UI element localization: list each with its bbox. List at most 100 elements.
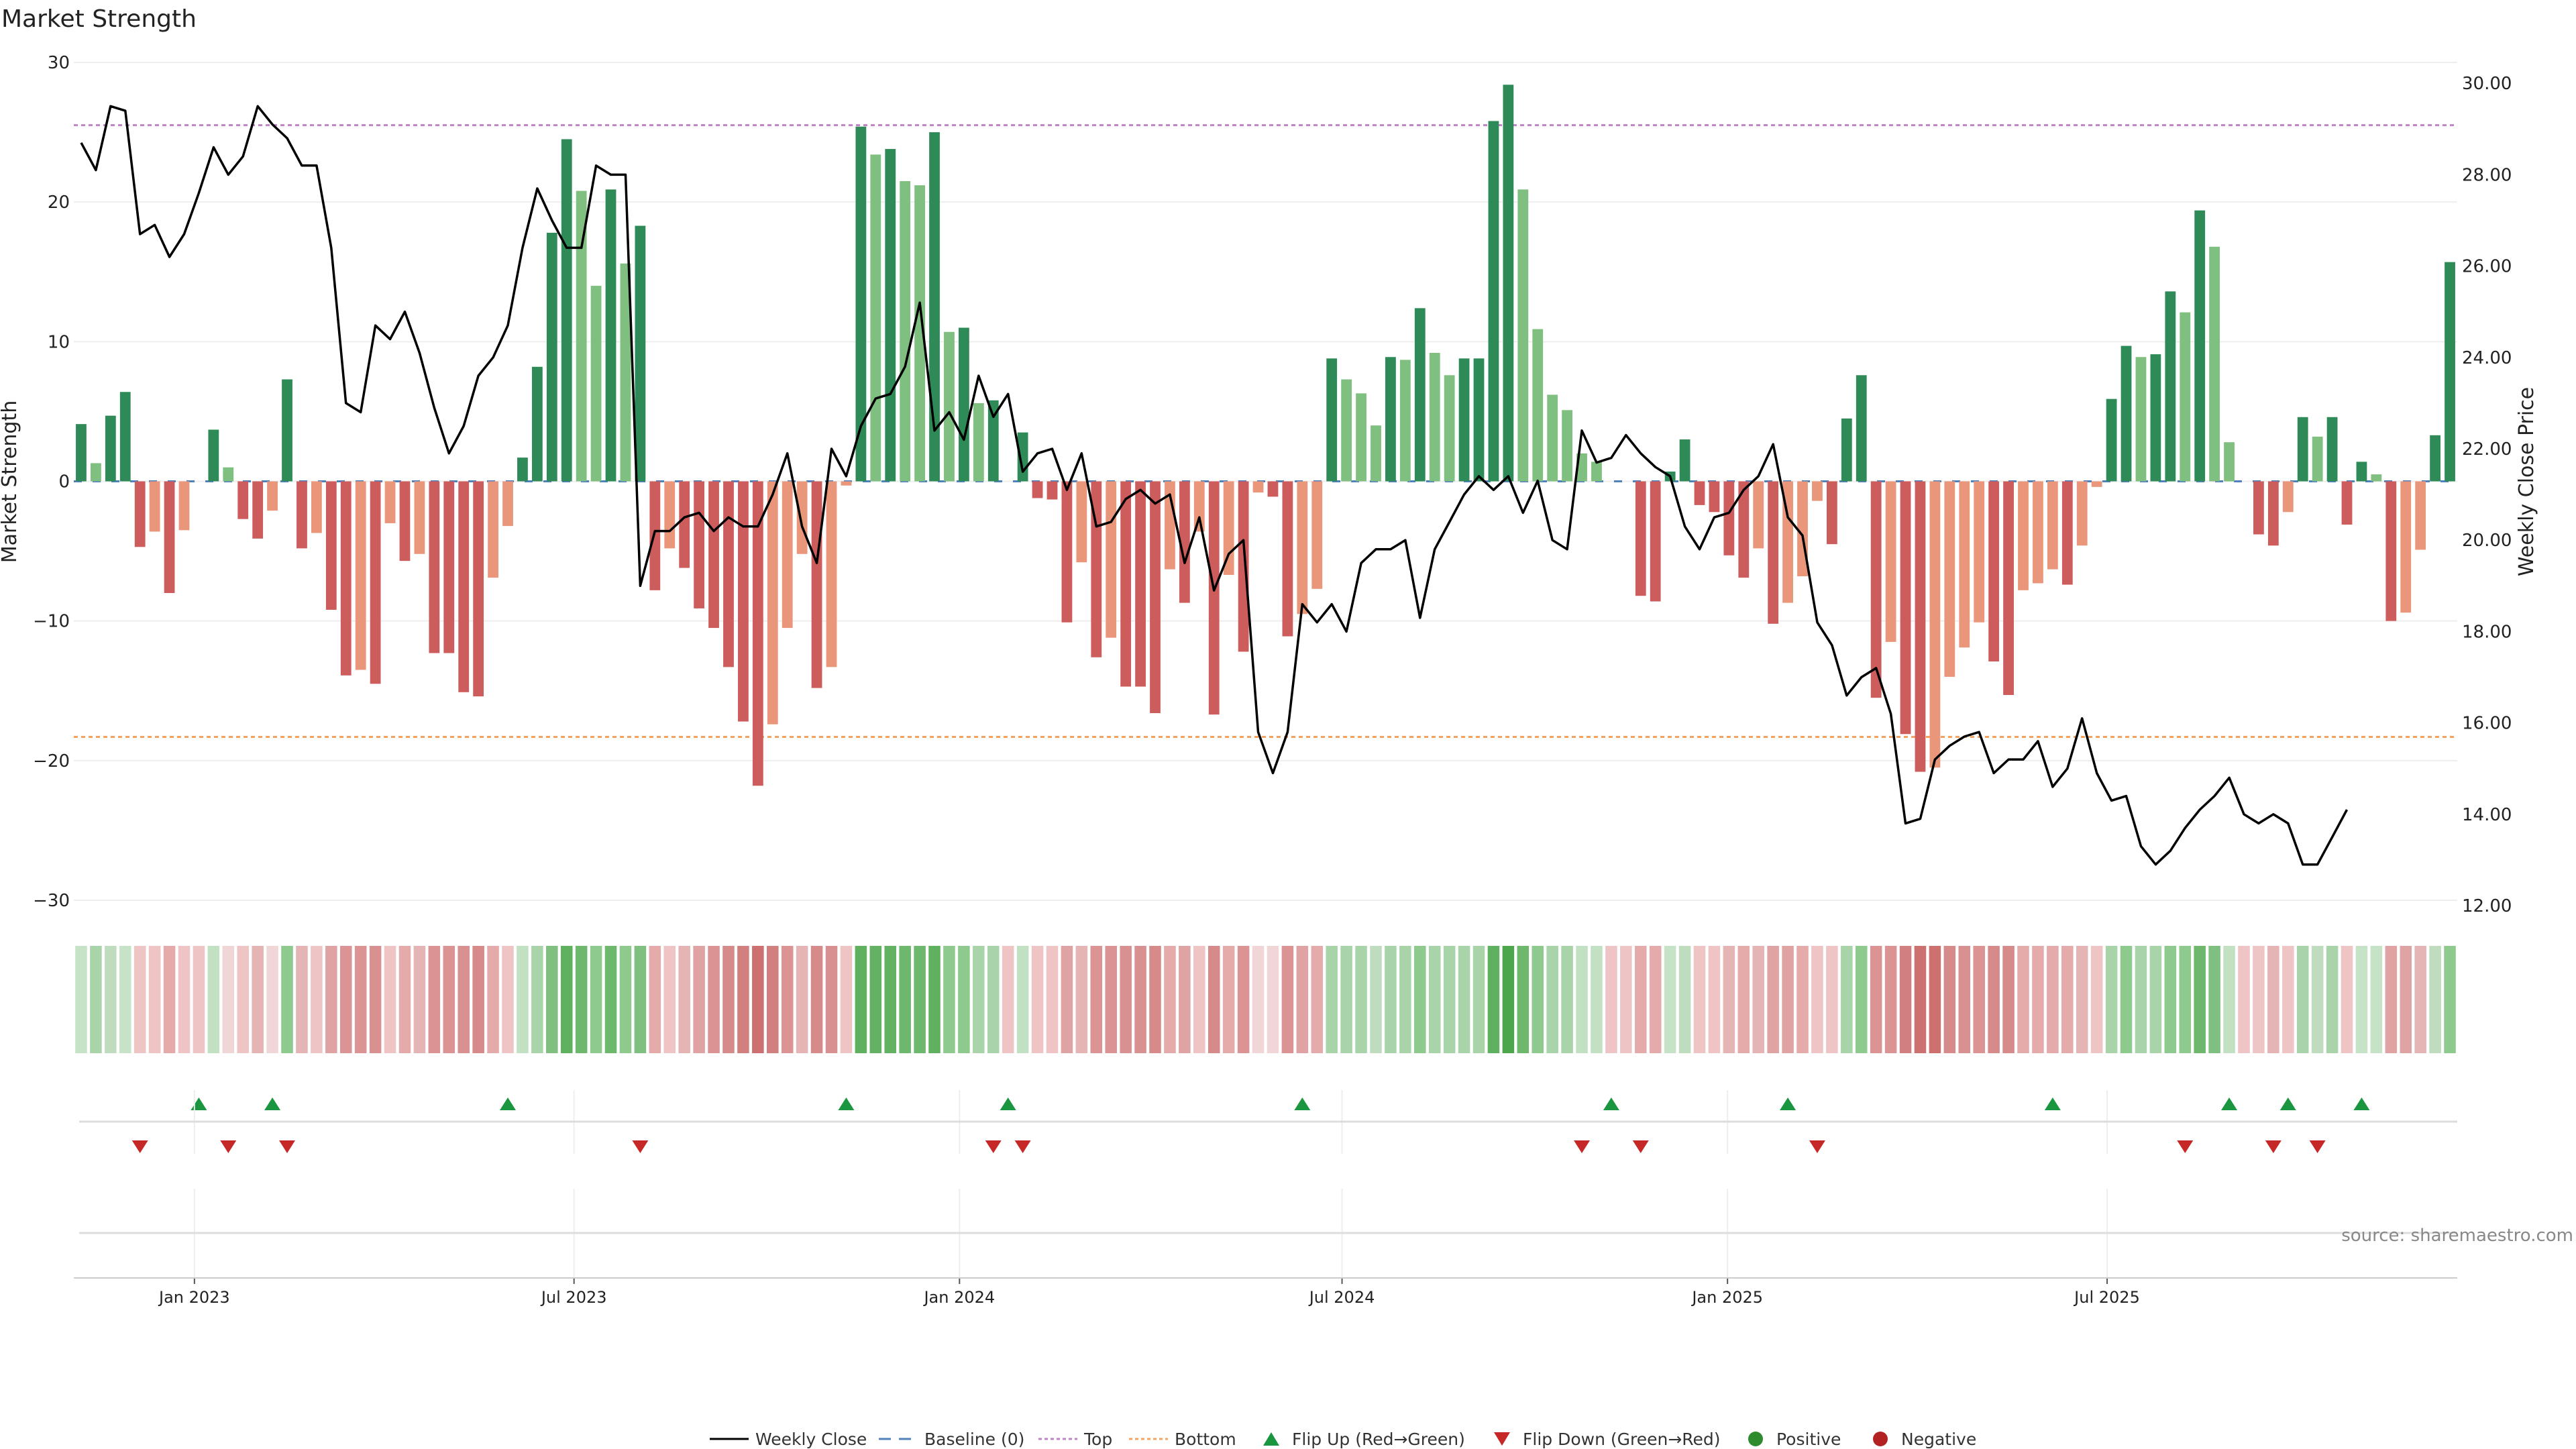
strength-bar — [620, 263, 631, 482]
strength-bar — [2282, 481, 2294, 513]
strength-bar — [1179, 481, 1190, 603]
strength-bar — [1444, 375, 1455, 482]
flip-up-marker — [2044, 1097, 2061, 1110]
heatmap-cell — [2061, 946, 2074, 1053]
right-tick-label: 22.00 — [2462, 439, 2512, 460]
heatmap-cell — [369, 946, 382, 1053]
heatmap-cell — [693, 946, 705, 1053]
flip-down-marker — [131, 1140, 148, 1153]
heatmap-cell — [1370, 946, 1382, 1053]
heatmap-cell — [2385, 946, 2398, 1053]
strength-bar — [855, 126, 867, 482]
flip-up-marker — [191, 1097, 207, 1110]
heatmap-cell — [767, 946, 779, 1053]
heatmap-cell — [737, 946, 749, 1053]
strength-bar — [723, 481, 734, 667]
strength-bar — [1812, 481, 1823, 501]
heatmap-cell — [252, 946, 264, 1053]
heatmap-cell — [2429, 946, 2441, 1053]
heatmap-cell — [531, 946, 543, 1053]
heatmap-cell — [2164, 946, 2177, 1053]
flip-up-marker — [2353, 1097, 2370, 1110]
strength-bar — [267, 481, 278, 511]
heatmap-cell — [163, 946, 176, 1053]
x-tick-label: Jan 2024 — [922, 1288, 995, 1307]
heatmap-cell — [502, 946, 514, 1053]
strength-bar — [1650, 481, 1661, 602]
heatmap-cell — [2149, 946, 2162, 1053]
x-tick-label: Jul 2024 — [1308, 1288, 1375, 1307]
reference-lines — [74, 124, 2457, 738]
strength-bar — [1473, 358, 1485, 482]
heatmap-cell — [443, 946, 455, 1053]
heatmap-cell — [1855, 946, 1868, 1053]
heatmap-cell — [1620, 946, 1632, 1053]
strength-bar — [1929, 481, 1941, 768]
heatmap-cell — [899, 946, 911, 1053]
strength-bar — [2267, 481, 2279, 546]
strength-bar — [502, 481, 513, 527]
strength-bar — [649, 481, 661, 590]
heatmap-cell — [987, 946, 1000, 1053]
heatmap-cell — [1222, 946, 1235, 1053]
strength-bar — [1944, 481, 1955, 677]
strength-bar — [1326, 358, 1338, 482]
strength-bar — [1635, 481, 1646, 596]
legend-swatch-negative — [1873, 1432, 1888, 1446]
strength-bar — [1076, 481, 1087, 563]
heatmap-cell — [825, 946, 838, 1053]
strength-bar — [1150, 481, 1161, 714]
strength-bar — [870, 154, 881, 482]
heatmap-cell — [458, 946, 470, 1053]
strength-bar — [1429, 352, 1440, 482]
strength-bar — [282, 379, 292, 482]
heatmap-cell — [2105, 946, 2118, 1053]
strength-bar — [2356, 462, 2367, 482]
heatmap-cell — [1179, 946, 1191, 1053]
strength-bar — [311, 481, 322, 533]
flip-down-marker — [632, 1140, 649, 1153]
strength-bar — [2047, 481, 2058, 570]
strength-bar — [1900, 481, 1911, 735]
strength-bar — [605, 189, 616, 482]
heatmap-cell — [2444, 946, 2456, 1053]
heatmap-cell — [604, 946, 617, 1053]
strength-bar — [1562, 410, 1573, 482]
strength-bar — [2061, 481, 2073, 585]
flip-down-marker — [1574, 1140, 1591, 1153]
heatmap-cell — [311, 946, 323, 1053]
strength-bar — [944, 331, 955, 482]
heatmap-cell — [1149, 946, 1161, 1053]
left-tick-label: −10 — [33, 612, 70, 632]
heatmap-cell — [1134, 946, 1146, 1053]
strength-bar — [297, 481, 307, 549]
strength-bar — [1768, 481, 1779, 624]
heatmap-cell — [1046, 946, 1059, 1053]
strength-bar — [1458, 358, 1470, 482]
flip-up-marker — [2279, 1097, 2296, 1110]
strength-bar — [1753, 481, 1764, 549]
heatmap-cell — [619, 946, 632, 1053]
heatmap-cell — [2208, 946, 2220, 1053]
right-y-axis: 30.00 28.00 26.00 24.00 22.00 20.00 18.00 16.00… — [2462, 74, 2512, 916]
heatmap-cell — [148, 946, 161, 1053]
heatmap-cell — [1532, 946, 1544, 1053]
flip-down-marker — [2309, 1140, 2326, 1153]
heatmap-cell — [1061, 946, 1073, 1053]
heatmap-cell — [354, 946, 367, 1053]
heatmap-cell — [1016, 946, 1029, 1053]
strength-bar — [1782, 481, 1793, 603]
flip-down-marker — [220, 1140, 237, 1153]
strength-bar — [1371, 425, 1381, 482]
heatmap-cell — [413, 946, 426, 1053]
heatmap-cell — [546, 946, 558, 1053]
x-tick-label: Jul 2023 — [540, 1288, 607, 1307]
heatmap-cell — [237, 946, 249, 1053]
flip-down-marker — [1632, 1140, 1649, 1153]
heatmap-cell — [1031, 946, 1044, 1053]
heatmap-cell — [1884, 946, 1897, 1053]
heatmap-cell — [1075, 946, 1088, 1053]
flip-up-marker — [1000, 1097, 1016, 1110]
strength-bar — [2180, 312, 2191, 482]
heatmap-cell — [133, 946, 146, 1053]
